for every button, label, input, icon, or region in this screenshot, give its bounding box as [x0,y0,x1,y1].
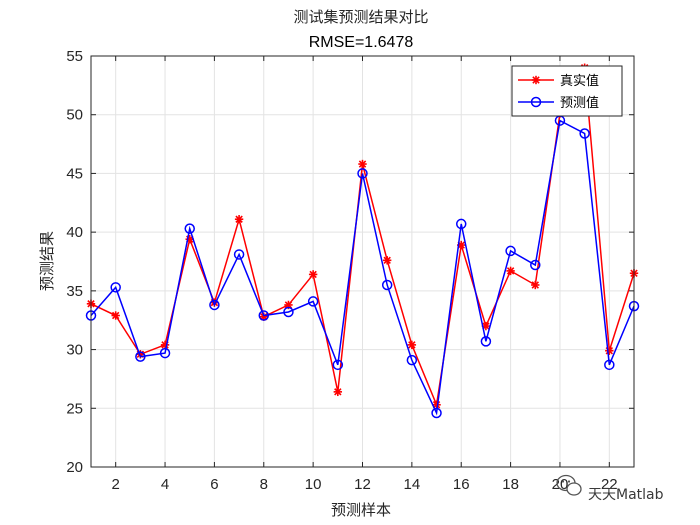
series-layer [85,63,640,419]
chart-subtitle: RMSE=1.6478 [309,34,414,51]
y-tick-label: 25 [66,400,83,417]
data-point-s1-14 [406,354,418,366]
y-tick-label: 20 [66,459,83,476]
legend-marker-pred [530,96,542,108]
x-tick-label: 12 [354,476,371,493]
data-point-s1-17 [480,336,492,347]
data-point-s1-6 [209,299,220,311]
series-line-1 [90,119,635,416]
x-tick-label: 8 [260,476,268,493]
y-tick-label: 30 [66,342,83,359]
data-point-s1-4 [159,347,171,359]
y-tick-label: 55 [66,48,83,65]
data-point-s1-2 [110,282,121,293]
x-axis-label: 预测样本 [331,501,391,519]
legend-label-pred: 预测值 [560,95,599,111]
data-point-s1-10 [307,296,319,307]
data-point-s1-18 [505,245,516,257]
axis-ticks: 2 4 6 8 10 12 14 16 18 20 22 20 25 30 35 40 45 50 55 [66,48,634,493]
x-tick-label: 16 [453,476,470,493]
data-point-s0-11 [333,387,343,397]
data-point-s0-12 [358,159,367,169]
y-axis-label: 预测结果 [38,231,56,291]
data-point-s0-19 [531,280,540,290]
y-tick-label: 45 [66,165,83,182]
legend-marker-true [531,75,541,85]
chart-title: 测试集预测结果对比 [293,8,428,26]
y-tick-label: 35 [66,283,83,300]
x-tick-label: 6 [210,476,218,493]
data-point-s0-18 [506,266,515,276]
y-tick-label: 50 [66,107,83,124]
data-point-s0-13 [382,256,392,265]
legend-marker-symbol-true [531,75,541,85]
wechat-icon [556,474,582,496]
data-point-s1-5 [184,223,195,234]
data-point-s1-3 [135,351,146,362]
data-point-s1-12 [357,168,368,179]
data-point-s1-7 [233,249,245,260]
data-point-s0-14 [407,340,417,350]
data-point-s1-13 [381,279,393,291]
x-tick-label: 4 [161,476,169,493]
data-point-s1-19 [530,259,541,271]
data-point-s0-8 [259,312,268,321]
data-point-s0-22 [605,346,614,355]
x-tick-label: 18 [502,476,519,493]
x-tick-label: 10 [305,476,322,493]
data-point-s1-9 [283,306,294,318]
data-point-s1-21 [579,128,590,139]
x-tick-label: 14 [404,476,421,493]
y-tick-label: 40 [66,224,83,241]
legend-box [511,65,623,117]
watermark: 天天Matlab [556,474,664,503]
data-point-s1-16 [455,218,467,230]
data-point-s0-7 [234,215,244,224]
watermark-text: 天天Matlab [588,487,664,503]
data-point-s0-10 [308,270,318,279]
legend-marker-symbol-pred [530,96,542,108]
x-tick-label: 22 [601,476,618,493]
legend-label-true: 真实值 [560,73,599,89]
x-tick-label: 20 [552,476,569,493]
legend: 真实值 预测值 [511,65,623,117]
data-point-s1-8 [258,310,270,321]
data-point-s1-11 [332,359,344,371]
data-point-s1-22 [604,359,615,371]
x-tick-label: 2 [112,476,120,493]
data-point-s1-15 [431,407,442,419]
data-point-s0-2 [111,311,120,320]
